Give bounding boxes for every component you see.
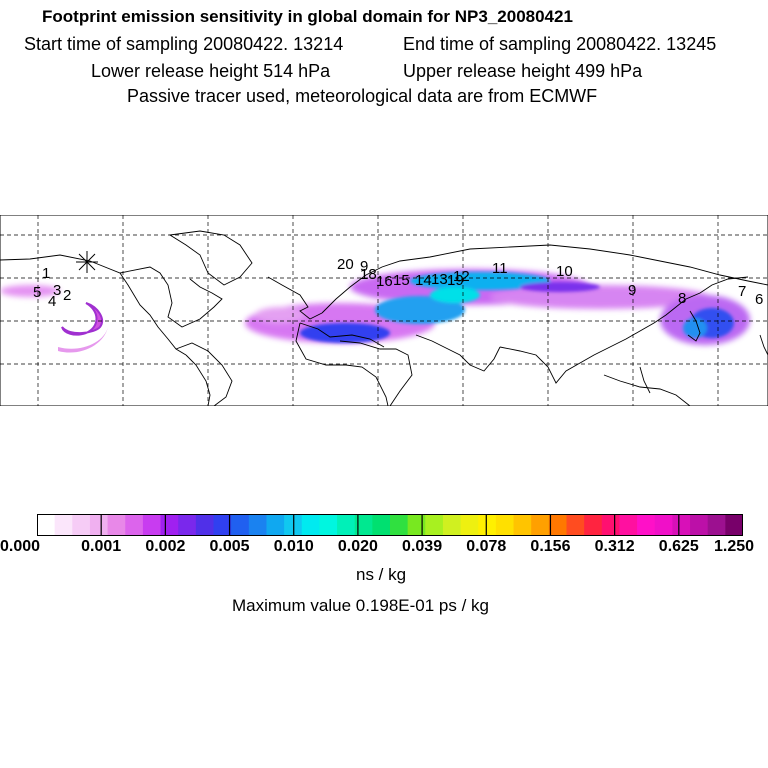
end-time-label: End time of sampling 20080422. 13245: [403, 34, 717, 54]
marker-label: 9: [628, 282, 636, 299]
color-swatch: [442, 514, 462, 536]
color-swatch: [566, 514, 585, 536]
marker-label: 6: [755, 291, 763, 308]
marker-label: 4: [48, 293, 56, 310]
color-scale-tick-label: 0.005: [209, 538, 250, 555]
plot-title: Footprint emission sensitivity in global…: [42, 7, 573, 26]
coastlines: [0, 230, 768, 406]
color-swatch: [460, 514, 479, 536]
marker-label: 19: [447, 272, 464, 289]
color-scale-tick-label: 0.001: [81, 538, 122, 555]
color-swatch: [725, 514, 743, 536]
color-swatch: [160, 514, 179, 536]
color-scale-frame: [37, 514, 743, 536]
color-swatch: [390, 514, 409, 536]
color-scale-tick-label: 0.020: [337, 538, 378, 555]
color-swatch: [654, 514, 673, 536]
color-swatch: [195, 514, 214, 536]
marker-label: 9: [360, 258, 368, 275]
start-time-label: Start time of sampling 20080422. 13214: [24, 34, 344, 54]
color-swatch: [37, 514, 56, 536]
color-swatch: [707, 514, 726, 536]
color-swatch: [531, 514, 550, 536]
color-swatch: [672, 514, 691, 536]
marker-label: 15: [393, 272, 410, 289]
color-swatch: [213, 514, 232, 536]
color-swatch: [690, 514, 709, 536]
lower-height-label: Lower release height 514 hPa: [91, 61, 331, 81]
units-label: ns / kg: [356, 565, 407, 584]
marker-label: 14: [415, 272, 432, 289]
color-scale-tick-label: 0.156: [530, 538, 571, 555]
marker-label: 11: [492, 260, 508, 277]
color-swatch: [425, 514, 444, 536]
marker-label: 12: [453, 268, 470, 285]
marker-label: 7: [738, 283, 746, 300]
color-swatch: [72, 514, 91, 536]
lat-lon-grid: [0, 215, 768, 406]
marker-label: 3: [53, 282, 61, 299]
color-swatch: [513, 514, 532, 536]
color-swatch: [495, 514, 515, 536]
color-swatch: [548, 514, 567, 536]
color-swatch: [584, 514, 603, 536]
color-swatch: [248, 514, 267, 536]
color-swatch: [266, 514, 285, 536]
color-swatch: [142, 514, 162, 536]
color-swatch: [178, 514, 197, 536]
color-swatch: [407, 514, 426, 536]
color-swatch: [125, 514, 144, 536]
color-scale-tick-label: 0.078: [466, 538, 507, 555]
color-swatch: [619, 514, 638, 536]
max-value-label: Maximum value 0.198E-01 ps / kg: [232, 596, 490, 615]
color-swatch: [601, 514, 620, 536]
marker-label: 8: [678, 290, 686, 307]
color-scale-tick-label: 0.002: [145, 538, 186, 555]
marker-label: 13: [431, 271, 448, 288]
marker-label: 2: [63, 287, 71, 304]
marker-label: 18: [360, 266, 377, 283]
color-swatch: [231, 514, 250, 536]
color-swatch: [107, 514, 126, 536]
color-swatch: [301, 514, 320, 536]
color-scale-tick-label: 0.312: [594, 538, 635, 555]
marker-label: 10: [556, 263, 573, 280]
color-swatch: [319, 514, 338, 536]
upper-height-label: Upper release height 499 hPa: [403, 61, 643, 81]
world-map: 1 5 3 4 2 20 9 18 16 15 14 13 12 19 11 1…: [0, 215, 768, 406]
marker-label: 16: [376, 273, 393, 290]
color-scale-tick-label: 0.010: [273, 538, 314, 555]
marker-label: 20: [337, 256, 354, 273]
marker-label: 1: [42, 265, 50, 282]
color-scale-tick-label: 1.250: [714, 538, 755, 555]
color-swatch: [337, 514, 356, 536]
color-swatch: [637, 514, 656, 536]
color-swatch: [54, 514, 73, 536]
tracer-note: Passive tracer used, meteorological data…: [127, 86, 598, 106]
trajectory-markers: 1 5 3 4 2 20 9 18 16 15 14 13 12 19 11 1…: [33, 256, 763, 310]
color-swatch: [478, 514, 497, 536]
marker-label: 5: [33, 284, 41, 301]
color-swatch: [372, 514, 391, 536]
color-scale-tick-label: 0.000: [0, 538, 41, 555]
color-scale-tick-label: 0.625: [658, 538, 699, 555]
release-point-icon: [76, 251, 98, 273]
color-swatch: [89, 514, 109, 536]
color-scale-bar: [37, 514, 743, 536]
color-swatch: [354, 514, 373, 536]
color-scale-tick-label: 0.039: [402, 538, 443, 555]
